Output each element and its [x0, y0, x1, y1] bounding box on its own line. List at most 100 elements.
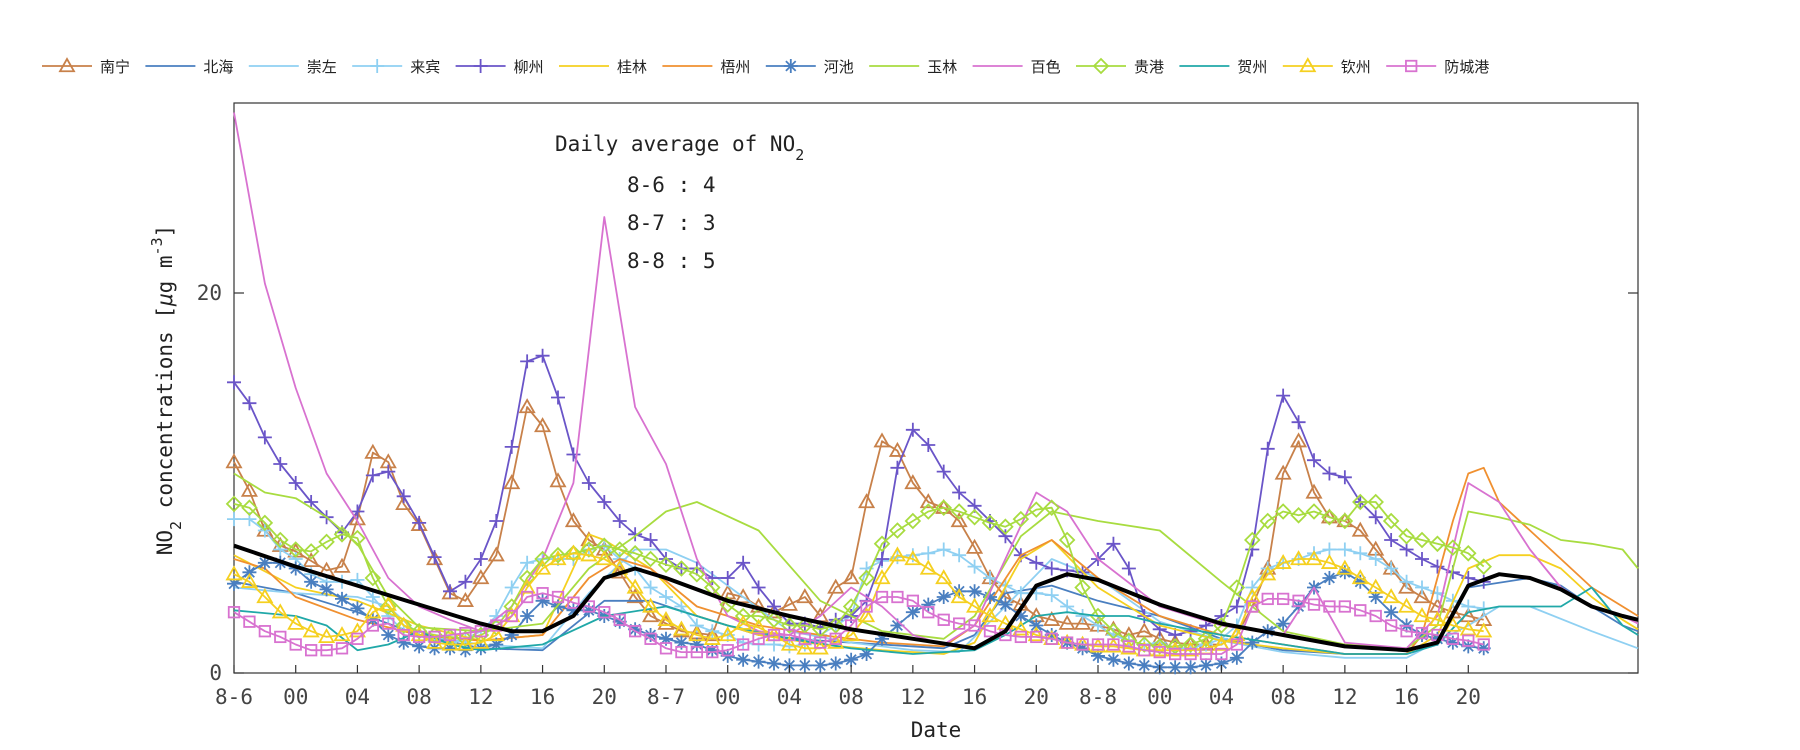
data-point [580, 541, 598, 558]
series-9 [233, 472, 1639, 650]
data-point [1351, 521, 1369, 537]
x-tick-label: 08 [1270, 685, 1295, 709]
data-point [780, 635, 798, 651]
data-point [1446, 632, 1460, 645]
data-point [1445, 635, 1460, 650]
data-point [1307, 453, 1321, 468]
legend-label: 南宁 [100, 58, 130, 76]
data-point [860, 600, 873, 613]
data-point [225, 495, 243, 513]
data-point [225, 565, 243, 581]
data-point [935, 569, 953, 585]
legend-item-10: 百色 [972, 58, 1061, 76]
data-point [366, 619, 380, 632]
data-point [1430, 559, 1445, 574]
series-2 [233, 577, 1639, 655]
data-point [1415, 580, 1429, 595]
data-point [348, 622, 366, 638]
x-tick-label: 12 [468, 685, 493, 709]
data-point [950, 503, 968, 520]
data-point [1060, 599, 1075, 614]
data-point [1137, 658, 1152, 673]
data-point [1013, 609, 1028, 623]
data-point [643, 580, 658, 595]
data-point [1029, 618, 1044, 633]
data-point [535, 593, 550, 608]
data-point [551, 590, 565, 604]
data-point [751, 580, 766, 595]
data-point [1461, 599, 1476, 614]
data-point [456, 591, 474, 607]
data-point [1197, 630, 1215, 648]
data-point [1415, 628, 1429, 642]
data-point [1274, 553, 1292, 569]
data-point [549, 550, 567, 566]
data-point [736, 652, 751, 667]
series-line-9 [233, 472, 1639, 650]
legend-item-12: 贺州 [1179, 58, 1267, 76]
data-point [873, 569, 891, 585]
data-point [904, 474, 922, 490]
data-point [1462, 634, 1475, 647]
data-point [258, 625, 272, 638]
data-point [365, 468, 380, 483]
data-point [1369, 609, 1382, 623]
data-point [1367, 493, 1384, 511]
data-point [920, 503, 937, 520]
data-point [564, 512, 582, 528]
data-point [534, 559, 552, 575]
series-line-14 [233, 592, 1484, 655]
data-point [1429, 535, 1446, 553]
x-tick-label: 16 [1394, 685, 1419, 709]
data-point [659, 552, 673, 566]
data-point [412, 515, 427, 530]
data-point [966, 538, 984, 554]
data-point [1214, 656, 1229, 671]
data-point [567, 596, 580, 609]
data-point [1136, 636, 1153, 653]
data-point [983, 625, 997, 638]
data-point [842, 626, 860, 642]
data-point [1322, 466, 1337, 481]
data-point [227, 375, 241, 390]
data-point [919, 559, 937, 575]
data-point [796, 639, 814, 655]
legend-label: 北海 [203, 58, 233, 76]
data-point [842, 569, 860, 585]
x-tick-label: 8-8 [1079, 685, 1117, 709]
data-point [1044, 628, 1059, 642]
series-5 [227, 348, 1491, 642]
data-point [1353, 574, 1368, 589]
data-point [1058, 614, 1076, 630]
data-point [721, 644, 734, 657]
series-1 [225, 398, 1493, 651]
data-point [333, 557, 351, 573]
data-point [1106, 536, 1121, 551]
data-point [474, 625, 488, 638]
data-point [1012, 620, 1030, 636]
data-point [981, 514, 999, 532]
data-point [827, 578, 845, 594]
data-point [1168, 647, 1182, 661]
data-point [1291, 415, 1306, 430]
annotation-title: Daily average of NO2 [555, 132, 804, 164]
data-point [240, 481, 258, 497]
data-point [225, 453, 243, 469]
data-point [274, 630, 287, 644]
data-point [1336, 512, 1354, 530]
data-point [952, 617, 966, 630]
data-point [395, 617, 412, 634]
series-line-5 [233, 354, 1484, 636]
data-point [227, 606, 241, 619]
data-point [767, 656, 781, 671]
data-point [302, 622, 320, 638]
data-point [1044, 561, 1059, 576]
data-point [1045, 632, 1058, 645]
data-point [1091, 638, 1105, 651]
data-point [1384, 533, 1399, 547]
legend-label: 贵港 [1134, 58, 1164, 76]
data-point [1351, 569, 1369, 585]
axis-ticks: 0 20 8-6 00 04 08 12 16 20 8-7 00 04 08 12 16 20 8-8 00 04… [197, 281, 1638, 709]
data-point [243, 615, 256, 628]
